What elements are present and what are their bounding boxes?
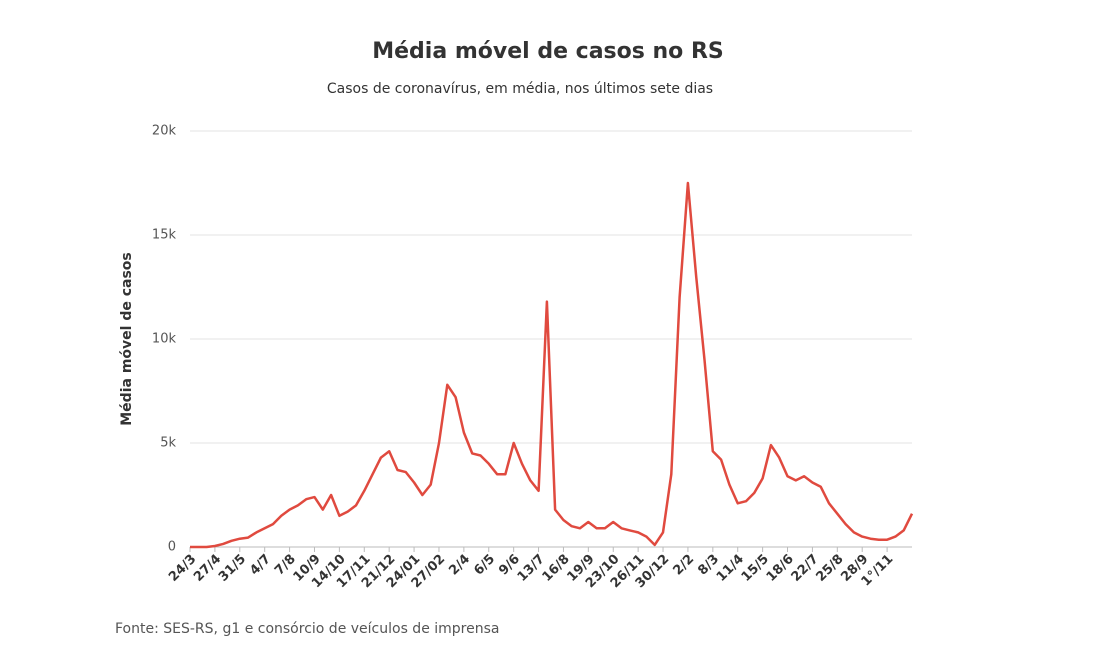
y-tick-label: 15k xyxy=(152,228,177,243)
x-tick-label: 11/4 xyxy=(714,552,747,585)
x-tick-label: 6/5 xyxy=(471,552,498,579)
x-tick-label: 4/7 xyxy=(247,552,274,579)
chart-subtitle: Casos de coronavírus, em média, nos últi… xyxy=(327,81,713,97)
x-tick-label: 18/6 xyxy=(764,552,797,585)
x-tick-label: 15/5 xyxy=(739,552,772,585)
x-tick-label: 27/4 xyxy=(191,552,224,585)
x-tick-label: 2/4 xyxy=(446,552,473,579)
y-axis-label: Média móvel de casos xyxy=(119,252,135,426)
x-tick-label: 16/8 xyxy=(540,552,573,585)
y-tick-label: 0 xyxy=(168,540,176,555)
y-tick-label: 20k xyxy=(152,124,177,139)
x-tick-label: 13/7 xyxy=(515,552,548,585)
y-tick-label: 5k xyxy=(160,436,176,451)
chart-title: Média móvel de casos no RS xyxy=(372,39,724,64)
x-tick-label: 2/2 xyxy=(670,552,697,579)
y-tick-label: 10k xyxy=(152,332,177,347)
line-series xyxy=(190,181,914,549)
x-tick-label: 22/7 xyxy=(789,552,822,585)
x-tick-label: 24/3 xyxy=(166,552,199,585)
source-note: Fonte: SES-RS, g1 e consórcio de veículo… xyxy=(115,621,499,637)
x-tick-label: 25/8 xyxy=(813,552,846,585)
x-tick-label: 31/5 xyxy=(216,552,249,585)
